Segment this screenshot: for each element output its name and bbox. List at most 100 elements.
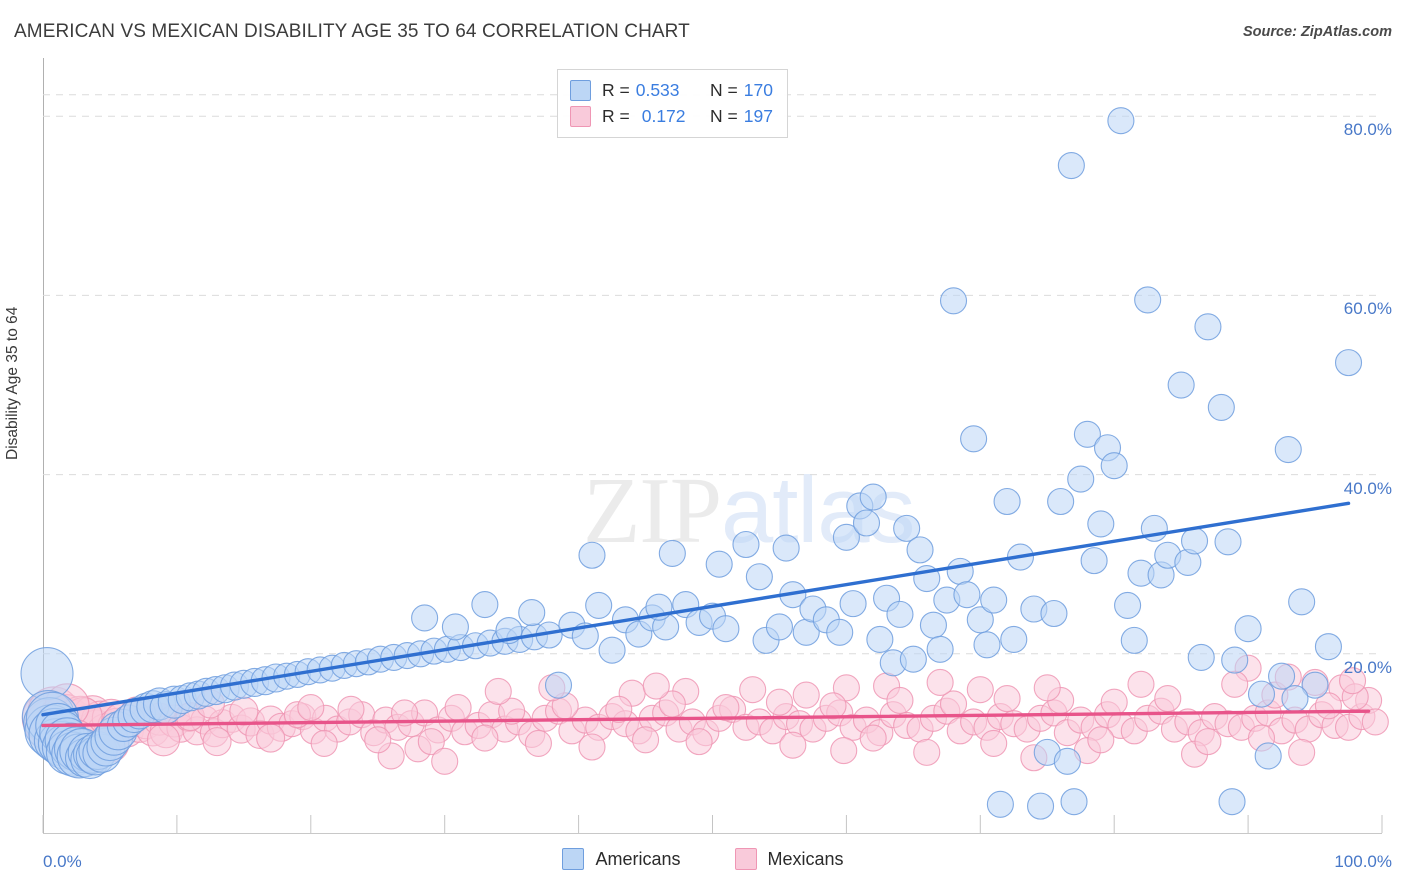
data-point-american xyxy=(926,635,954,663)
data-point-mexican xyxy=(1338,667,1367,695)
data-point-american xyxy=(1254,742,1282,770)
y-axis-tick-label: 20.0% xyxy=(1343,657,1392,677)
data-point-american xyxy=(1080,547,1108,575)
data-point-american xyxy=(986,790,1014,818)
data-point-american xyxy=(826,618,854,646)
data-point-mexican xyxy=(830,737,858,765)
data-point-mexican xyxy=(297,694,325,722)
data-point-mexican xyxy=(993,685,1021,713)
data-point-american xyxy=(993,487,1021,516)
legend-label-mexicans: Mexicans xyxy=(767,848,844,869)
data-point-american xyxy=(852,509,881,537)
data-point-american xyxy=(544,671,573,699)
data-point-american xyxy=(906,536,934,564)
data-point-mexican xyxy=(980,729,1008,757)
data-point-mexican xyxy=(146,723,181,757)
stat-n-label-americans: N = xyxy=(710,79,738,100)
data-point-american xyxy=(893,514,921,542)
data-point-american xyxy=(1180,527,1209,555)
data-point-american xyxy=(1314,633,1342,661)
data-point-mexican xyxy=(417,728,445,756)
data-point-american xyxy=(946,557,974,585)
legend-item-americans[interactable]: Americans xyxy=(562,848,681,870)
correlation-stats-legend: R = 0.533 N = 170 R = 0.172 N = 197 xyxy=(557,69,788,138)
data-point-mexican xyxy=(1087,726,1115,754)
data-point-mexican xyxy=(310,729,338,757)
page-title: AMERICAN VS MEXICAN DISABILITY AGE 35 TO… xyxy=(14,21,690,42)
data-point-mexican xyxy=(1154,685,1182,713)
stat-row-mexicans: R = 0.172 N = 197 xyxy=(570,103,773,129)
x-axis-ticks xyxy=(42,815,1383,833)
series-legend: Americans Mexicans xyxy=(0,848,1406,870)
data-point-mexican xyxy=(471,724,499,752)
data-point-american xyxy=(765,613,794,641)
data-point-american xyxy=(859,483,887,511)
data-point-american xyxy=(1060,788,1088,816)
data-point-mexican xyxy=(926,668,954,697)
data-point-mexican xyxy=(886,686,914,714)
data-point-american xyxy=(1187,643,1215,671)
data-point-american xyxy=(866,625,894,654)
data-point-mexican xyxy=(431,747,459,775)
data-point-mexican xyxy=(792,681,820,709)
data-point-mexican xyxy=(256,723,286,753)
data-point-mexican xyxy=(966,676,994,704)
data-point-american xyxy=(1218,788,1246,816)
data-point-mexican xyxy=(202,727,232,757)
data-point-american xyxy=(899,645,927,673)
x-axis-line xyxy=(43,833,1382,834)
data-point-mexican xyxy=(1100,688,1128,716)
data-point-mexican xyxy=(779,731,807,759)
data-point-mexican xyxy=(685,728,713,756)
data-point-american xyxy=(1100,452,1128,480)
legend-swatch-americans xyxy=(562,848,585,870)
data-point-american xyxy=(832,523,860,551)
data-point-american xyxy=(939,287,968,315)
data-point-american xyxy=(1107,107,1135,135)
data-point-american xyxy=(953,581,981,609)
data-point-american xyxy=(1214,528,1242,556)
data-point-american xyxy=(518,599,546,627)
legend-item-mexicans[interactable]: Mexicans xyxy=(734,848,844,870)
data-point-american xyxy=(745,563,773,591)
data-point-american xyxy=(1027,792,1055,820)
data-point-american xyxy=(1087,510,1115,538)
x-axis-tick-label-min: 0.0% xyxy=(43,852,82,871)
data-point-mexican xyxy=(631,726,660,754)
data-point-american xyxy=(1067,465,1095,493)
data-point-mexican xyxy=(642,672,670,700)
data-point-mexican xyxy=(1361,708,1389,736)
data-point-american xyxy=(1288,588,1316,616)
data-point-american xyxy=(1301,671,1329,699)
data-point-mexican xyxy=(364,726,392,754)
data-point-american xyxy=(1057,151,1085,180)
data-point-american xyxy=(1334,349,1363,377)
data-point-mexican xyxy=(390,699,419,727)
data-point-american xyxy=(1040,599,1068,628)
stat-n-value-americans: 170 xyxy=(743,79,773,100)
scatter-canvas xyxy=(20,94,1389,833)
data-point-american xyxy=(966,606,994,634)
data-point-american xyxy=(1000,625,1028,654)
stat-row-americans: R = 0.533 N = 170 xyxy=(570,77,773,103)
data-point-mexican xyxy=(819,692,847,720)
data-point-mexican xyxy=(1033,674,1061,702)
data-point-american xyxy=(441,613,469,641)
data-point-mexican xyxy=(765,688,794,716)
data-point-mexican xyxy=(484,677,512,705)
y-axis-line xyxy=(43,58,44,833)
data-point-american xyxy=(1194,313,1222,341)
data-point-american xyxy=(973,631,1001,659)
data-point-american xyxy=(1134,286,1162,314)
data-point-american xyxy=(1207,393,1235,421)
data-point-mexican xyxy=(229,696,259,726)
data-point-american xyxy=(1167,371,1195,399)
stat-r-mexicans: R = 0.172 xyxy=(602,105,686,126)
y-axis-tick-label: 40.0% xyxy=(1343,478,1392,498)
data-point-mexican xyxy=(605,695,633,723)
data-point-american xyxy=(1073,420,1101,448)
legend-label-americans: Americans xyxy=(595,848,681,869)
data-point-mexican xyxy=(444,694,472,722)
data-point-american xyxy=(705,550,733,578)
stat-n-value-mexicans: 197 xyxy=(743,105,773,126)
